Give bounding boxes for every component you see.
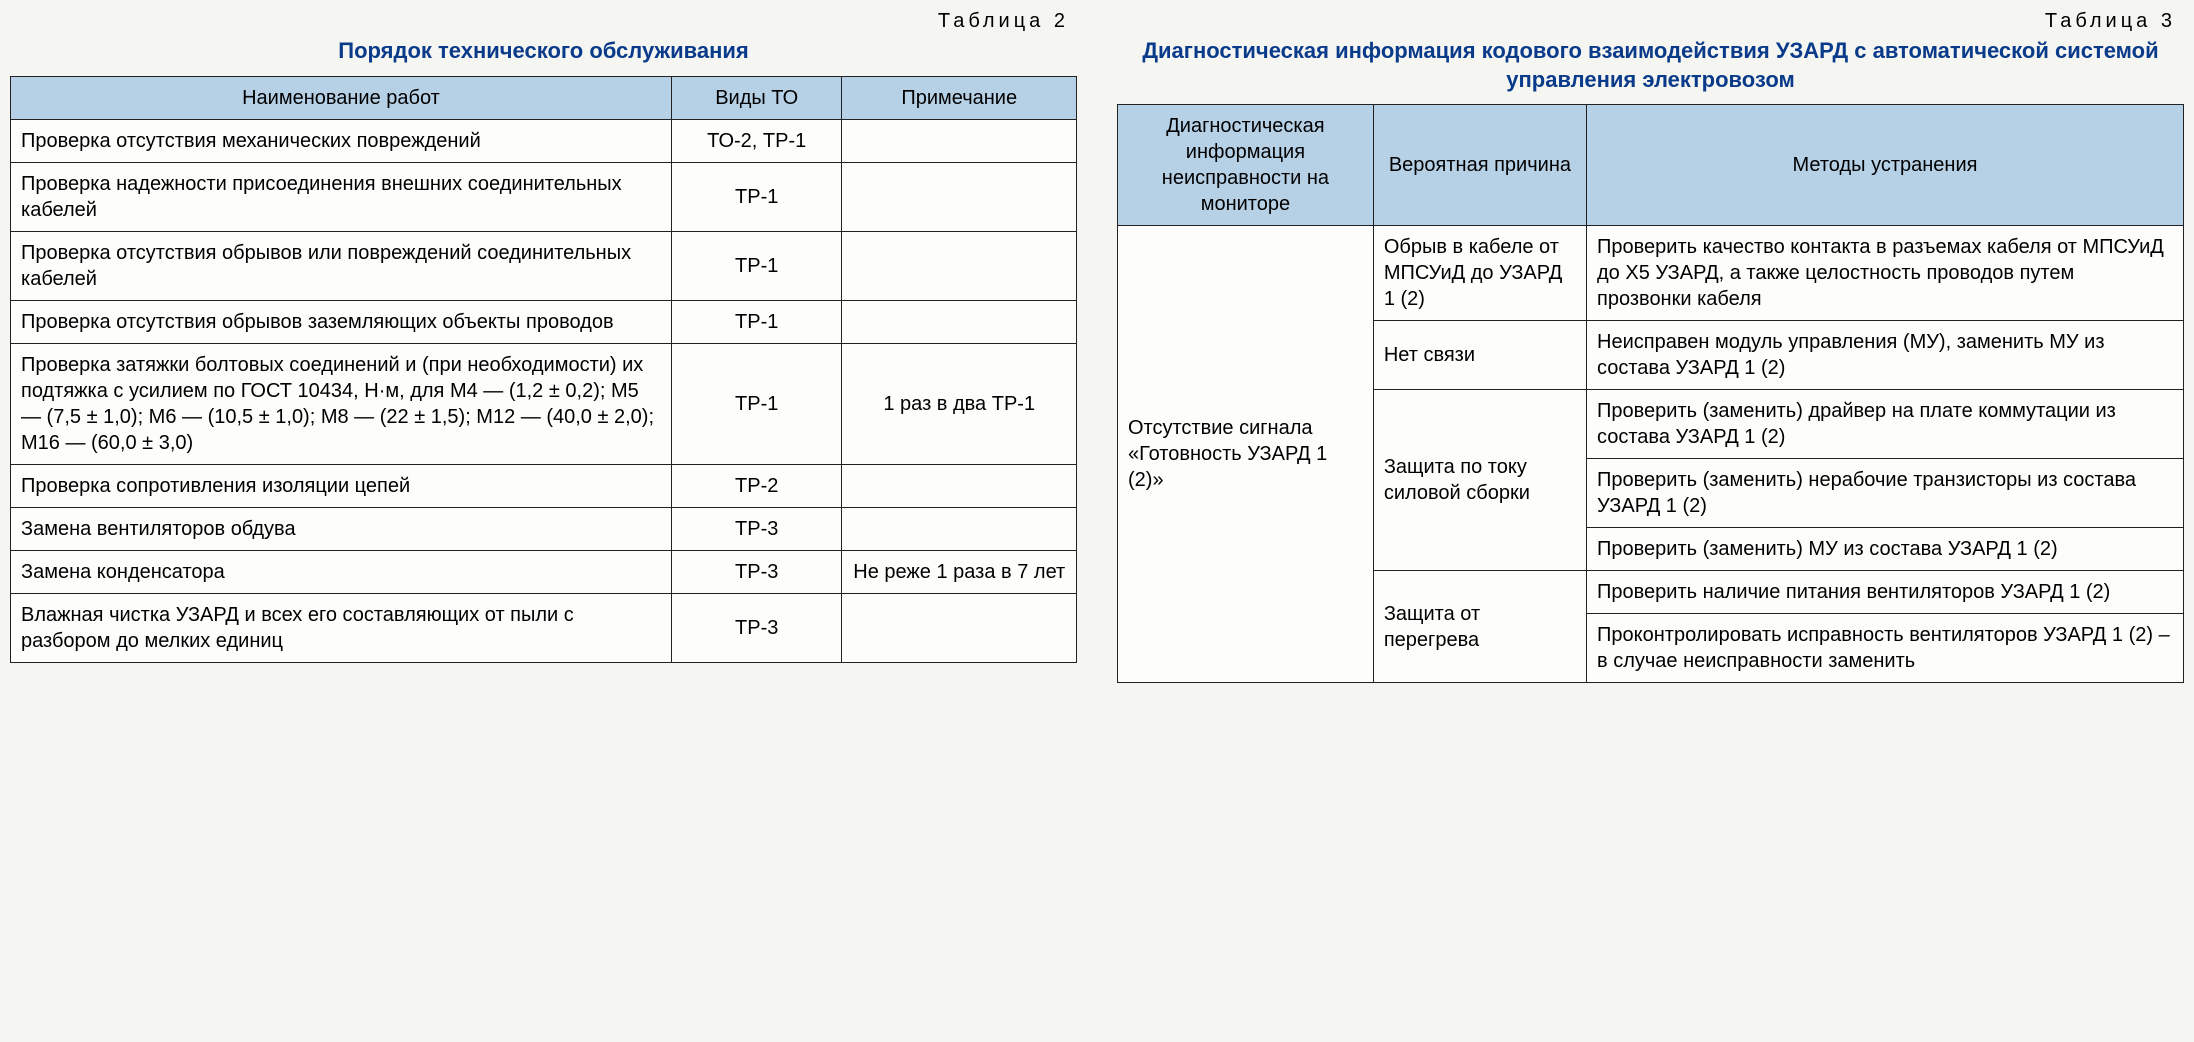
cell-type: ТР-1 (671, 343, 842, 464)
th-name: Наименование работ (11, 76, 672, 119)
th-cause: Вероятная причина (1373, 105, 1586, 226)
cell-name: Проверка сопротивления изоляции цепей (11, 464, 672, 507)
th-note: Примечание (842, 76, 1077, 119)
cell-note (842, 162, 1077, 231)
cell-name: Замена конденсатора (11, 550, 672, 593)
cell-method: Проверить качество контакта в разъемах к… (1587, 226, 2184, 321)
table3-label: Таблица 3 (1117, 10, 2184, 33)
cell-type: ТР-1 (671, 162, 842, 231)
cell-note (842, 300, 1077, 343)
cell-cause: Обрыв в кабеле от МПСУиД до УЗАРД 1 (2) (1373, 226, 1586, 321)
cell-diag: Отсутствие сигнала «Готовность УЗАРД 1 (… (1118, 226, 1374, 683)
th-type: Виды ТО (671, 76, 842, 119)
th-diag: Диагностическая информация неисправности… (1118, 105, 1374, 226)
table-row: Проверка затяжки болтовых соединений и (… (11, 343, 1077, 464)
cell-method: Проверить наличие питания вентиляторов У… (1587, 571, 2184, 614)
cell-name: Проверка отсутствия обрывов заземляющих … (11, 300, 672, 343)
cell-type: ТР-3 (671, 550, 842, 593)
cell-method: Проверить (заменить) драйвер на плате ко… (1587, 390, 2184, 459)
cell-type: ТР-1 (671, 231, 842, 300)
cell-type: ТР-2 (671, 464, 842, 507)
table-row: Проверка отсутствия обрывов заземляющих … (11, 300, 1077, 343)
table-row: Замена вентиляторов обдуваТР-3 (11, 507, 1077, 550)
table-row: Замена конденсатораТР-3Не реже 1 раза в … (11, 550, 1077, 593)
cell-method: Проверить (заменить) МУ из состава УЗАРД… (1587, 528, 2184, 571)
cell-note (842, 231, 1077, 300)
cell-method: Неисправен модуль управления (МУ), замен… (1587, 321, 2184, 390)
cell-note (842, 119, 1077, 162)
cell-cause: Защита по току силовой сборки (1373, 390, 1586, 571)
cell-name: Влажная чистка УЗАРД и всех его составля… (11, 593, 672, 662)
diagnostic-table: Диагностическая информация неисправности… (1117, 104, 2184, 683)
table-row: Проверка отсутствия механических поврежд… (11, 119, 1077, 162)
table2-title: Порядок технического обслуживания (10, 37, 1077, 66)
cell-note: Не реже 1 раза в 7 лет (842, 550, 1077, 593)
table3-title: Диагностическая информация кодового взаи… (1117, 37, 2184, 94)
cell-note (842, 464, 1077, 507)
cell-type: ТО-2, ТР-1 (671, 119, 842, 162)
cell-method: Проверить (заменить) нерабочие транзисто… (1587, 459, 2184, 528)
cell-type: ТР-3 (671, 507, 842, 550)
cell-cause: Нет связи (1373, 321, 1586, 390)
cell-name: Проверка надежности присоединения внешни… (11, 162, 672, 231)
table3-block: Таблица 3 Диагностическая информация код… (1117, 10, 2184, 683)
cell-name: Проверка отсутствия механических поврежд… (11, 119, 672, 162)
maintenance-table: Наименование работ Виды ТО Примечание Пр… (10, 76, 1077, 663)
table-row: Проверка сопротивления изоляции цепейТР-… (11, 464, 1077, 507)
table2-label: Таблица 2 (10, 10, 1077, 33)
cell-name: Проверка затяжки болтовых соединений и (… (11, 343, 672, 464)
cell-method: Проконтролировать исправность вентилятор… (1587, 614, 2184, 683)
cell-cause: Защита от перегрева (1373, 571, 1586, 683)
cell-name: Замена вентиляторов обдува (11, 507, 672, 550)
cell-note: 1 раз в два ТР-1 (842, 343, 1077, 464)
cell-note (842, 507, 1077, 550)
table-row: Проверка надежности присоединения внешни… (11, 162, 1077, 231)
cell-type: ТР-1 (671, 300, 842, 343)
table-row: Проверка отсутствия обрывов или поврежде… (11, 231, 1077, 300)
th-method: Методы устранения (1587, 105, 2184, 226)
table-row: Влажная чистка УЗАРД и всех его составля… (11, 593, 1077, 662)
cell-name: Проверка отсутствия обрывов или поврежде… (11, 231, 672, 300)
cell-note (842, 593, 1077, 662)
table2-block: Таблица 2 Порядок технического обслужива… (10, 10, 1077, 663)
cell-type: ТР-3 (671, 593, 842, 662)
table-row: Отсутствие сигнала «Готовность УЗАРД 1 (… (1118, 226, 2184, 321)
